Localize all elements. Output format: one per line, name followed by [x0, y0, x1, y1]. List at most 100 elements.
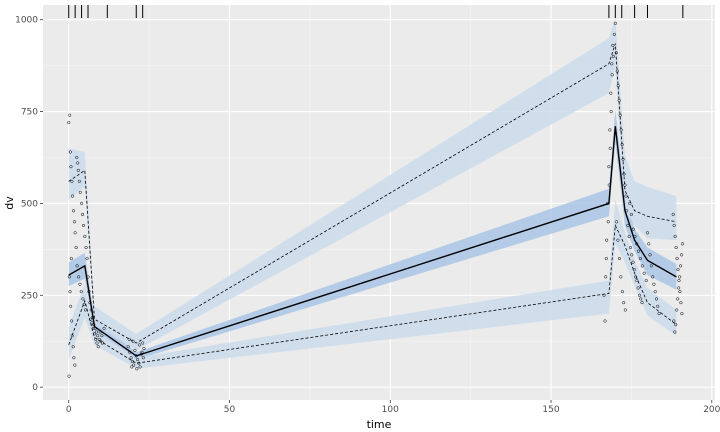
data-point — [68, 150, 72, 154]
data-point — [134, 354, 138, 358]
data-point — [616, 238, 620, 242]
data-point — [128, 350, 132, 354]
data-point — [672, 223, 676, 228]
data-point — [95, 341, 99, 345]
data-point — [94, 330, 98, 334]
data-point — [631, 260, 635, 264]
data-point — [90, 321, 94, 325]
data-point — [615, 220, 619, 224]
percentile-lines — [68, 43, 677, 364]
y-tick-label: 250 — [21, 291, 38, 301]
data-point — [73, 231, 77, 235]
x-tick-label: 100 — [382, 405, 399, 415]
data-point — [634, 242, 639, 246]
data-point — [137, 361, 141, 365]
data-point — [620, 290, 624, 294]
data-point — [77, 275, 81, 279]
data-point — [676, 268, 680, 272]
data-point — [628, 201, 632, 205]
data-point — [642, 271, 646, 275]
data-point — [89, 308, 93, 312]
data-point — [71, 194, 75, 198]
data-point — [648, 253, 652, 257]
data-point — [92, 332, 96, 336]
x-tick-label: 0 — [66, 405, 72, 415]
data-point — [139, 352, 143, 356]
data-point — [623, 308, 627, 312]
data-point — [97, 337, 101, 341]
data-point — [76, 168, 80, 172]
data-point — [623, 183, 627, 187]
data-point — [620, 143, 624, 147]
data-point — [85, 256, 89, 261]
data-point — [140, 350, 144, 354]
data-point — [72, 220, 77, 224]
data-point — [604, 275, 608, 279]
data-point — [135, 358, 140, 362]
data-point — [632, 268, 636, 272]
data-point — [77, 179, 81, 183]
observations — [67, 21, 685, 378]
data-point — [602, 293, 606, 297]
data-point — [92, 323, 96, 327]
data-point — [102, 326, 106, 330]
data-point — [76, 161, 80, 165]
data-point — [628, 245, 632, 250]
band-lower-ci — [68, 199, 677, 369]
data-point — [649, 264, 653, 268]
data-point — [612, 32, 616, 36]
data-point — [80, 212, 85, 216]
data-point — [133, 348, 137, 352]
data-point — [619, 275, 623, 279]
data-point — [638, 256, 642, 261]
x-tick-label: 150 — [542, 405, 559, 415]
data-point — [96, 334, 100, 338]
data-point — [678, 275, 682, 279]
data-point — [639, 297, 643, 301]
data-point — [675, 256, 679, 261]
x-axis-ticks: 0 50 100 150 200 — [66, 400, 720, 415]
data-point — [72, 356, 76, 360]
data-point — [679, 264, 683, 268]
data-point — [622, 301, 626, 305]
data-point — [96, 345, 100, 349]
data-point — [673, 330, 677, 334]
data-point — [68, 113, 72, 117]
data-point — [618, 113, 622, 117]
data-point — [78, 282, 82, 286]
data-point — [132, 363, 136, 367]
data-point — [608, 146, 612, 150]
line-lower-percentile — [68, 223, 677, 364]
data-point — [91, 326, 95, 330]
data-point — [674, 323, 678, 327]
data-point — [627, 234, 631, 239]
data-point — [675, 308, 679, 312]
data-point — [673, 234, 677, 239]
data-point — [616, 84, 620, 88]
data-point — [610, 62, 614, 66]
data-point — [636, 286, 640, 290]
data-point — [672, 319, 676, 323]
data-point — [614, 51, 618, 55]
data-point — [73, 363, 77, 367]
data-point — [654, 297, 659, 301]
data-point — [640, 264, 644, 268]
data-point — [67, 121, 71, 125]
data-point — [635, 279, 639, 283]
data-point — [100, 341, 105, 345]
data-point — [605, 238, 609, 242]
data-point — [603, 319, 607, 323]
data-point — [674, 245, 678, 250]
data-point — [98, 330, 102, 334]
data-point — [126, 345, 130, 349]
data-point — [624, 194, 628, 198]
data-point — [680, 253, 684, 257]
data-point — [652, 282, 656, 286]
data-point — [671, 212, 675, 216]
data-point — [138, 365, 142, 369]
data-point — [87, 290, 91, 294]
data-point — [611, 54, 615, 58]
data-point — [678, 290, 682, 294]
data-point — [633, 234, 637, 239]
data-point — [609, 110, 613, 114]
